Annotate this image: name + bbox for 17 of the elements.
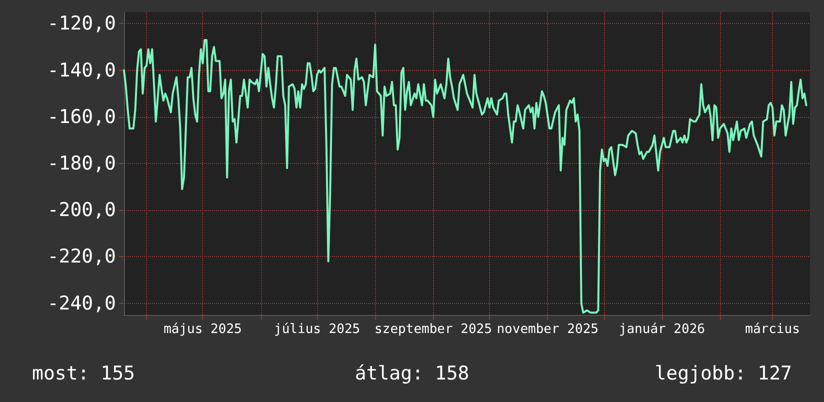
y-tick-label: -220,0 [47, 246, 116, 268]
y-tick-label: -140,0 [47, 59, 116, 82]
y-tick-label: -240,0 [47, 292, 116, 314]
x-tick-label: szeptember 2025 [374, 322, 492, 337]
y-tick-label: -120,0 [47, 12, 116, 35]
line-series [123, 38, 808, 314]
x-tick-label: július 2025 [274, 322, 360, 337]
y-tick-label: -160,0 [47, 106, 116, 128]
y-tick-label: -180,0 [47, 152, 116, 174]
text: legjobb: 127 [654, 362, 792, 384]
y-tick-label: -200,0 [47, 199, 116, 222]
x-tick-label: január 2026 [618, 322, 705, 337]
text: most: 155 [32, 362, 135, 384]
x-tick-label: november 2025 [496, 322, 598, 337]
text: átlag: 158 [354, 362, 470, 384]
x-tick-label: május 2025 [164, 322, 242, 337]
x-tick-label: március [745, 322, 800, 337]
